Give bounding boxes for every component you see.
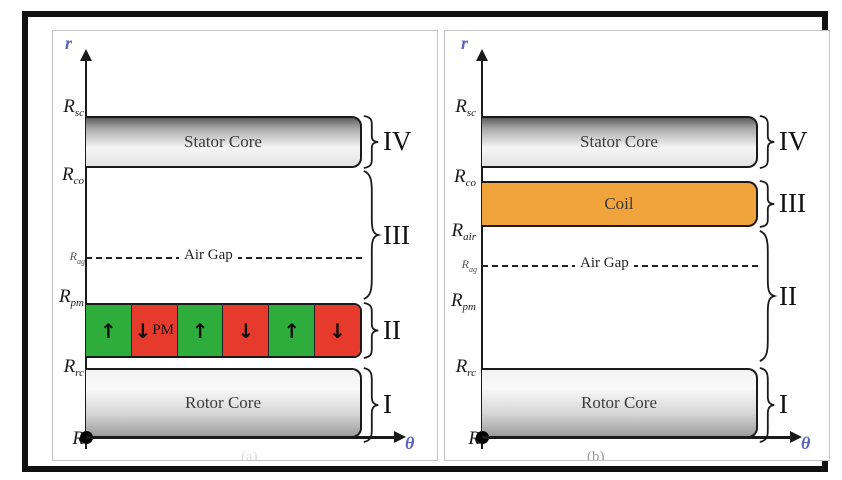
brace-region-iv xyxy=(759,116,775,168)
stator-core-label: Stator Core xyxy=(580,132,658,151)
brace-region-iii xyxy=(759,181,775,227)
stator-core-label: Stator Core xyxy=(184,132,262,151)
radius-label-rsc: Rsc xyxy=(455,96,476,120)
stator-core-band: Stator Core xyxy=(482,116,758,168)
theta-axis-label: θ xyxy=(801,433,811,453)
region-numeral-i: I xyxy=(779,389,788,419)
down-arrow-icon: ↓ xyxy=(329,318,346,343)
radius-label-rair: Rair xyxy=(451,220,476,244)
pm-segment-north: ↑ xyxy=(269,305,316,356)
origin-label-r: R xyxy=(72,428,84,449)
pm-segment-south: ↓ PM xyxy=(131,305,178,356)
region-numeral-ii: II xyxy=(383,315,401,345)
r-axis-arrowhead-icon xyxy=(476,49,488,61)
radius-label-rpm: Rpm xyxy=(450,290,476,314)
brace-region-ii xyxy=(363,303,379,358)
origin-label-r: R xyxy=(468,428,480,449)
down-arrow-icon: ↓ xyxy=(237,318,255,343)
air-gap-label: Air Gap xyxy=(179,247,238,264)
coil-band: Coil xyxy=(482,181,758,227)
region-numeral-iii: III xyxy=(779,188,806,218)
pm-label: PM xyxy=(152,322,174,338)
pm-segment-north: ↑ xyxy=(177,305,224,356)
r-axis-label: r xyxy=(65,33,73,53)
r-axis-line xyxy=(481,59,483,449)
panel-b-coil-machine-diagram: r Rsc Stator Core Rco Coil Rair Rag Air … xyxy=(444,30,830,461)
theta-axis-line xyxy=(482,436,790,439)
radius-label-rrc: Rrc xyxy=(63,356,84,380)
up-arrow-icon: ↑ xyxy=(191,318,209,343)
r-axis-line xyxy=(85,59,87,449)
brace-region-iv xyxy=(363,116,379,168)
brace-region-i xyxy=(363,368,379,442)
radius-label-rrc: Rrc xyxy=(455,356,476,380)
stator-core-band: Stator Core xyxy=(86,116,362,168)
pm-segment-south: ↓ xyxy=(223,305,270,356)
region-numeral-ii: II xyxy=(779,281,797,311)
radius-label-rag: Rag xyxy=(461,257,477,275)
theta-axis-arrowhead-icon xyxy=(394,431,406,443)
theta-axis-arrowhead-icon xyxy=(790,431,802,443)
brace-region-ii xyxy=(759,231,775,361)
region-numeral-i: I xyxy=(383,389,392,419)
down-arrow-icon: ↓ xyxy=(134,318,152,343)
pm-magnet-band: ↑ ↓ PM ↑ ↓ ↑ ↓ xyxy=(86,303,362,358)
radius-label-rpm: Rpm xyxy=(58,286,84,310)
rotor-core-band: Rotor Core xyxy=(86,368,362,438)
region-numeral-iii: III xyxy=(383,220,410,250)
region-numeral-iv: IV xyxy=(779,126,808,156)
up-arrow-icon: ↑ xyxy=(100,318,117,343)
theta-axis-label: θ xyxy=(405,433,415,453)
radius-label-rag: Rag xyxy=(69,249,85,267)
pm-segment-south: ↓ xyxy=(315,305,360,356)
pm-segment-north: ↑ xyxy=(86,305,132,356)
air-gap-label: Air Gap xyxy=(575,255,634,272)
rotor-core-band: Rotor Core xyxy=(482,368,758,438)
theta-axis-line xyxy=(86,436,394,439)
rotor-core-label: Rotor Core xyxy=(580,393,658,412)
region-numeral-iv: IV xyxy=(383,126,412,156)
radius-label-rco: Rco xyxy=(62,164,84,188)
radius-label-rco: Rco xyxy=(454,166,476,190)
up-arrow-icon: ↑ xyxy=(283,318,301,343)
r-axis-arrowhead-icon xyxy=(80,49,92,61)
r-axis-label: r xyxy=(461,33,469,53)
subfigure-caption-a: (a) xyxy=(241,449,258,461)
rotor-core-label: Rotor Core xyxy=(184,393,262,412)
panel-a-pm-machine-diagram: r Rsc Stator Core Rco Rag Air Gap Rpm ↑ … xyxy=(52,30,438,461)
brace-region-iii xyxy=(363,171,379,299)
brace-region-i xyxy=(759,368,775,442)
subfigure-caption-b: (b) xyxy=(587,449,605,461)
coil-label: Coil xyxy=(604,194,634,213)
radius-label-rsc: Rsc xyxy=(63,96,84,120)
